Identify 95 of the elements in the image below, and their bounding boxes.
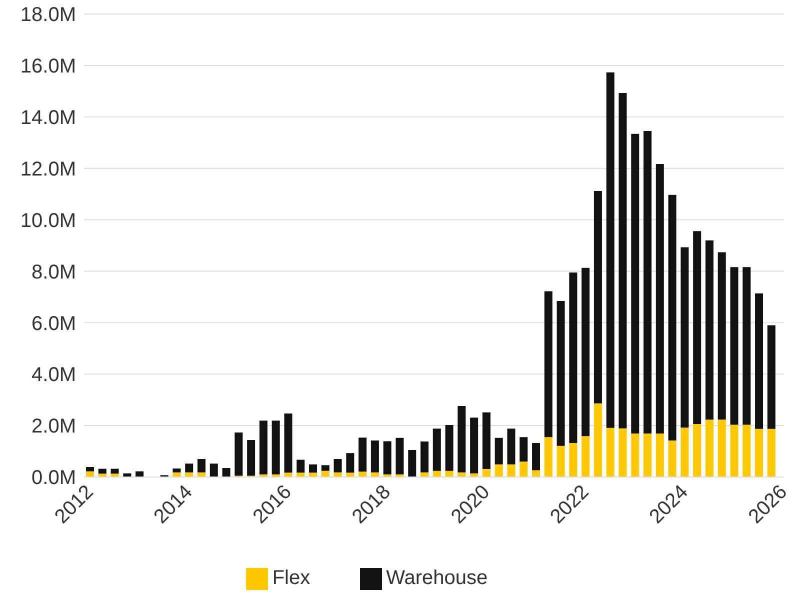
bar: [110, 468, 119, 474]
bar: [210, 464, 218, 477]
bar: [507, 428, 516, 464]
bar: [507, 464, 516, 477]
bar: [185, 464, 194, 472]
bar: [358, 438, 367, 472]
bar: [618, 92, 627, 428]
bar: [110, 474, 119, 477]
bar: [383, 441, 392, 474]
bar: [693, 231, 702, 424]
bar: [767, 325, 776, 429]
bar: [569, 272, 578, 444]
y-tick-label: 14.0M: [20, 106, 76, 129]
bar: [482, 412, 490, 470]
bar: [370, 440, 379, 472]
bar: [98, 474, 106, 477]
y-tick-label: 4.0M: [32, 364, 76, 386]
bar: [334, 458, 342, 472]
bar: [730, 267, 738, 425]
y-tick-label: 0.0M: [32, 467, 76, 490]
bar: [705, 420, 714, 477]
bar: [618, 428, 627, 477]
bar: [346, 453, 354, 473]
bar: [631, 434, 640, 477]
bar: [309, 464, 318, 473]
bar: [494, 438, 503, 464]
bar: [668, 194, 676, 440]
bar: [693, 424, 702, 477]
y-tick-label: 2.0M: [32, 416, 76, 438]
bar: [668, 440, 676, 477]
bar: [594, 190, 602, 404]
bar: [259, 420, 268, 474]
bar: [309, 472, 318, 477]
bar: [532, 470, 540, 477]
bar: [458, 406, 466, 472]
y-tick-label: 18.0M: [20, 4, 76, 26]
bar: [755, 428, 764, 477]
bar: [296, 472, 305, 477]
bar: [198, 458, 206, 472]
bar: [544, 437, 552, 477]
bar: [234, 432, 243, 476]
bar: [718, 252, 726, 420]
bar: [284, 472, 292, 477]
bar: [272, 420, 280, 474]
bar: [532, 443, 540, 470]
bar: [606, 428, 614, 477]
bar: [755, 293, 764, 429]
bar: [358, 472, 367, 477]
bar: [432, 428, 441, 471]
bar: [606, 72, 614, 428]
bar: [98, 468, 106, 474]
y-tick-label: 6.0M: [32, 312, 76, 335]
bar: [582, 436, 590, 477]
bar: [420, 442, 429, 472]
bar: [705, 240, 714, 420]
bar: [718, 420, 726, 477]
bar: [284, 413, 292, 473]
bar: [656, 434, 664, 477]
y-tick-label: 8.0M: [32, 261, 76, 284]
bar: [556, 301, 565, 446]
y-tick-label: 16.0M: [20, 56, 76, 78]
bar: [222, 468, 230, 477]
bar: [247, 440, 256, 476]
bar: [680, 247, 689, 428]
bar: [767, 428, 776, 477]
bar: [172, 468, 181, 472]
bar: [644, 434, 652, 477]
bar: [556, 446, 565, 477]
bar: [445, 425, 454, 471]
bar: [482, 469, 490, 477]
y-tick-label: 10.0M: [20, 210, 76, 232]
bar: [346, 472, 354, 477]
bar: [730, 424, 738, 477]
bar: [544, 291, 552, 438]
bar: [396, 438, 404, 474]
bar: [582, 268, 590, 436]
bar: [656, 164, 664, 434]
bar: [494, 464, 503, 477]
y-tick-label: 12.0M: [20, 158, 76, 180]
legend-label: Warehouse: [386, 567, 488, 589]
bar: [742, 424, 751, 477]
bar: [86, 466, 94, 472]
bar: [470, 418, 478, 474]
bar: [644, 131, 652, 434]
bar: [321, 465, 330, 471]
bar: [408, 450, 416, 477]
bar: [631, 134, 640, 434]
bar: [569, 443, 578, 477]
bar: [680, 428, 689, 477]
bar: [520, 437, 528, 462]
bar: [742, 267, 751, 425]
legend-label: Flex: [272, 567, 310, 589]
bar: [520, 462, 528, 477]
bar: [296, 460, 305, 473]
bar: [594, 403, 602, 477]
